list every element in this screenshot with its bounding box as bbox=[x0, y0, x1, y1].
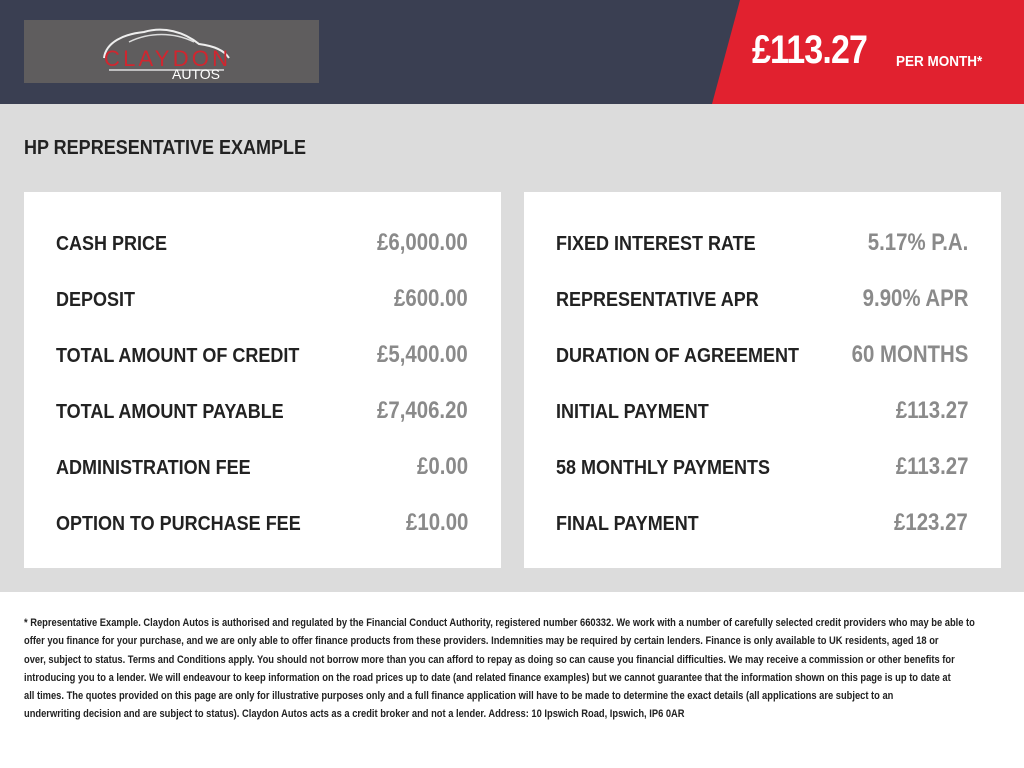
disclaimer-line: all times. The quotes provided on this p… bbox=[24, 690, 894, 703]
row-label: DURATION OF AGREEMENT bbox=[556, 345, 799, 367]
left-panel: CASH PRICE £6,000.00 DEPOSIT £600.00 TOTAL A… bbox=[24, 192, 501, 568]
row-value: £0.00 bbox=[416, 453, 468, 480]
row-label: FINAL PAYMENT bbox=[556, 513, 699, 535]
disclaimer-line: * Representative Example. Claydon Autos … bbox=[24, 617, 975, 629]
finance-row: DURATION OF AGREEMENT 60 MONTHS bbox=[556, 341, 968, 375]
finance-row: ADMINISTRATION FEE £0.00 bbox=[56, 453, 468, 487]
header: CLAYDON AUTOS £113.27 PER MONTH* bbox=[0, 0, 1024, 104]
row-value: £113.27 bbox=[895, 453, 968, 480]
row-label: TOTAL AMOUNT PAYABLE bbox=[56, 401, 284, 423]
finance-row: DEPOSIT £600.00 bbox=[56, 285, 468, 319]
row-value: £10.00 bbox=[405, 509, 468, 536]
row-value: 5.17% P.A. bbox=[867, 229, 968, 256]
right-panel: FIXED INTEREST RATE 5.17% P.A. REPRESENTAT… bbox=[524, 192, 1001, 568]
finance-row: FIXED INTEREST RATE 5.17% P.A. bbox=[556, 229, 968, 263]
disclaimer-line: over, subject to status. Terms and Condi… bbox=[24, 653, 955, 666]
row-label: ADMINISTRATION FEE bbox=[56, 457, 251, 479]
logo[interactable]: CLAYDON AUTOS bbox=[24, 20, 319, 83]
finance-row: TOTAL AMOUNT PAYABLE £7,406.20 bbox=[56, 397, 468, 431]
finance-row: FINAL PAYMENT £123.27 bbox=[556, 509, 968, 543]
row-label: DEPOSIT bbox=[56, 289, 136, 311]
logo-text-autos: AUTOS bbox=[172, 66, 220, 82]
row-value: £7,406.20 bbox=[377, 397, 468, 424]
disclaimer-line: underwriting decision and are subject to… bbox=[24, 708, 685, 721]
row-label: TOTAL AMOUNT OF CREDIT bbox=[56, 345, 300, 367]
row-value: 9.90% APR bbox=[862, 285, 968, 312]
disclaimer-line: introducing you to a lender. We will end… bbox=[24, 671, 951, 684]
row-value: £113.27 bbox=[895, 397, 968, 424]
finance-row: OPTION TO PURCHASE FEE £10.00 bbox=[56, 509, 468, 543]
row-value: £123.27 bbox=[894, 509, 968, 536]
price-banner bbox=[712, 0, 1024, 104]
row-label: REPRESENTATIVE APR bbox=[556, 289, 759, 311]
disclaimer-line: offer you finance for your purchase, and… bbox=[24, 635, 939, 648]
disclaimer: * Representative Example. Claydon Autos … bbox=[24, 614, 975, 724]
finance-row: TOTAL AMOUNT OF CREDIT £5,400.00 bbox=[56, 341, 468, 375]
row-label: FIXED INTEREST RATE bbox=[556, 233, 756, 255]
monthly-price: £113.27 bbox=[752, 28, 868, 72]
row-label: 58 MONTHLY PAYMENTS bbox=[556, 457, 771, 479]
row-value: £6,000.00 bbox=[377, 229, 468, 256]
finance-row: 58 MONTHLY PAYMENTS £113.27 bbox=[556, 453, 968, 487]
row-value: £600.00 bbox=[394, 285, 468, 312]
section-title: HP REPRESENTATIVE EXAMPLE bbox=[24, 137, 307, 159]
row-label: INITIAL PAYMENT bbox=[556, 401, 709, 423]
finance-row: CASH PRICE £6,000.00 bbox=[56, 229, 468, 263]
row-label: OPTION TO PURCHASE FEE bbox=[56, 513, 301, 535]
row-value: 60 MONTHS bbox=[851, 341, 968, 368]
row-label: CASH PRICE bbox=[56, 233, 168, 255]
logo-text-claydon: CLAYDON bbox=[104, 46, 228, 71]
row-value: £5,400.00 bbox=[377, 341, 468, 368]
car-logo-icon: CLAYDON AUTOS bbox=[103, 28, 230, 82]
finance-row: INITIAL PAYMENT £113.27 bbox=[556, 397, 968, 431]
per-month-label: PER MONTH* bbox=[896, 53, 983, 70]
finance-row: REPRESENTATIVE APR 9.90% APR bbox=[556, 285, 968, 319]
